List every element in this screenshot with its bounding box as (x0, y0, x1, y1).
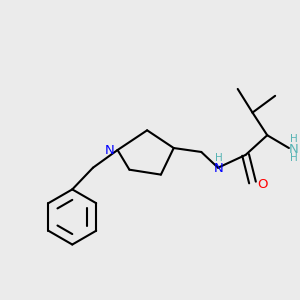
Text: O: O (257, 178, 268, 191)
Text: N: N (214, 162, 224, 175)
Text: N: N (289, 142, 299, 155)
Text: N: N (105, 145, 115, 158)
Text: H: H (215, 153, 223, 163)
Text: H: H (290, 153, 298, 163)
Text: H: H (290, 134, 298, 144)
